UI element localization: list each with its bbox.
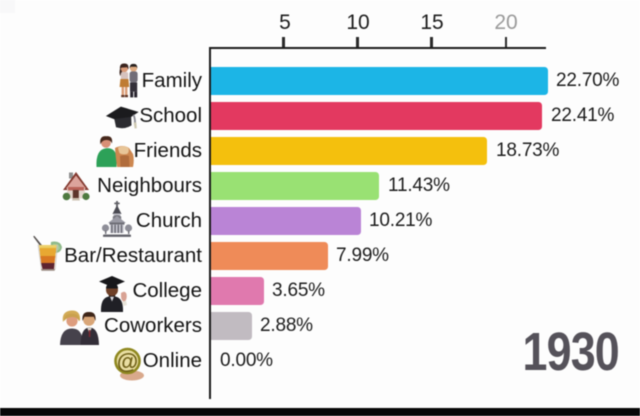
svg-text:@: @	[117, 349, 138, 374]
